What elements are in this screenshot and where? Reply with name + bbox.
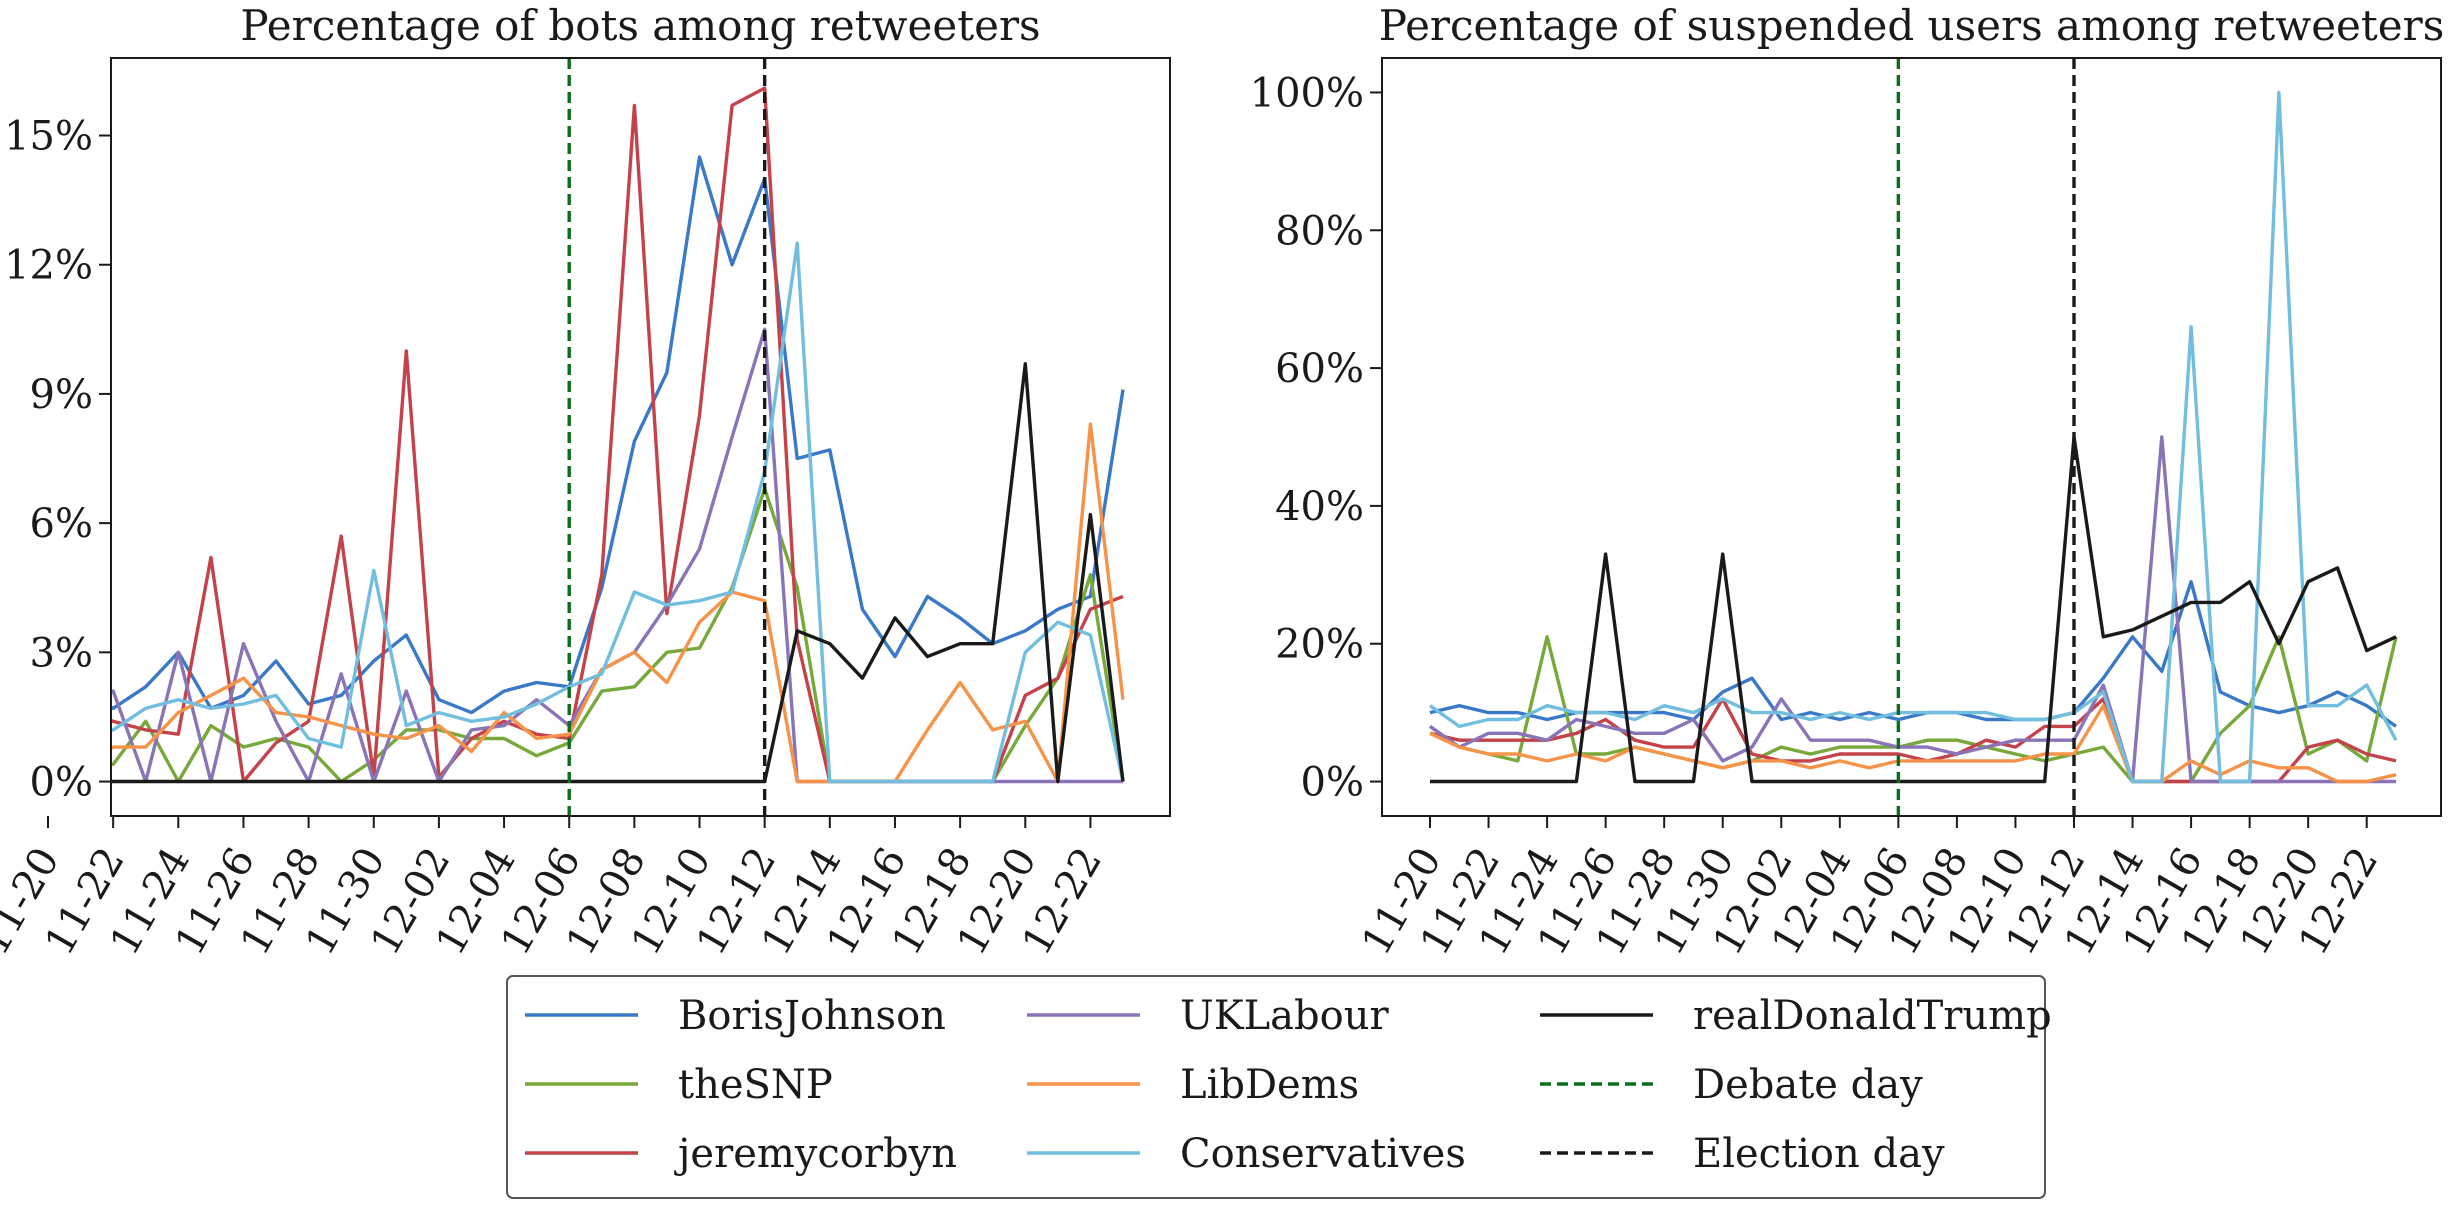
suspended-ytick-label: 40% (1275, 484, 1364, 530)
legend-label-debate-day: Debate day (1693, 1062, 1923, 1108)
suspended-ytick-label: 20% (1275, 622, 1364, 668)
suspended-axes-frame (1381, 57, 2442, 817)
suspended-chart-panel: Percentage of suspended users among retw… (1250, 1, 2445, 963)
suspended-chart-title: Percentage of suspended users among retw… (1379, 1, 2445, 50)
legend-label-realdonaldtrump: realDonaldTrump (1693, 993, 2052, 1039)
bots-ytick-label: 15% (4, 114, 93, 160)
bots-series-line-borisjohnson (111, 155, 1125, 715)
legend-box (506, 975, 2046, 1199)
legend-label-thesnp: theSNP (678, 1062, 833, 1108)
bots-axes-frame (110, 57, 1171, 817)
suspended-series-line-libdems (1429, 704, 2397, 784)
bots-series-line-realdonaldtrump (111, 362, 1125, 784)
bots-series-line-libdems (111, 422, 1125, 784)
suspended-ytick-label: 100% (1250, 70, 1364, 116)
legend-label-election-day: Election day (1693, 1131, 1945, 1177)
legend-label-uklabour: UKLabour (1180, 993, 1389, 1039)
legend-label-conservatives: Conservatives (1180, 1131, 1466, 1177)
legend-label-borisjohnson: BorisJohnson (678, 993, 946, 1039)
bots-ytick-label: 12% (4, 243, 93, 289)
legend-label-libdems: LibDems (1180, 1062, 1359, 1108)
legend-label-jeremycorbyn: jeremycorbyn (674, 1131, 957, 1177)
suspended-series-line-realdonaldtrump (1430, 435, 2397, 784)
suspended-ytick-label: 80% (1275, 208, 1364, 254)
suspended-series-line-conservatives (1429, 90, 2398, 784)
suspended-ytick-label: 60% (1275, 346, 1364, 392)
suspended-ytick-label: 0% (1301, 760, 1364, 806)
bots-chart-title: Percentage of bots among retweeters (240, 1, 1040, 50)
bots-chart-panel: Percentage of bots among retweeters 0% 3% 6… (0, 1, 1171, 963)
bots-series-line-uklabour (111, 327, 1123, 784)
bots-series-line-jeremycorbyn (111, 86, 1124, 784)
bots-ytick-label: 6% (30, 501, 93, 547)
bots-series-line-conservatives (111, 241, 1125, 784)
legend: BorisJohnson theSNP jeremycorbyn UKLabour Li… (506, 975, 2052, 1199)
bots-ytick-label: 3% (30, 630, 93, 676)
bots-ytick-label: 0% (30, 760, 93, 806)
bots-ytick-label: 9% (30, 372, 93, 418)
suspended-series-line-thesnp (1429, 635, 2398, 784)
